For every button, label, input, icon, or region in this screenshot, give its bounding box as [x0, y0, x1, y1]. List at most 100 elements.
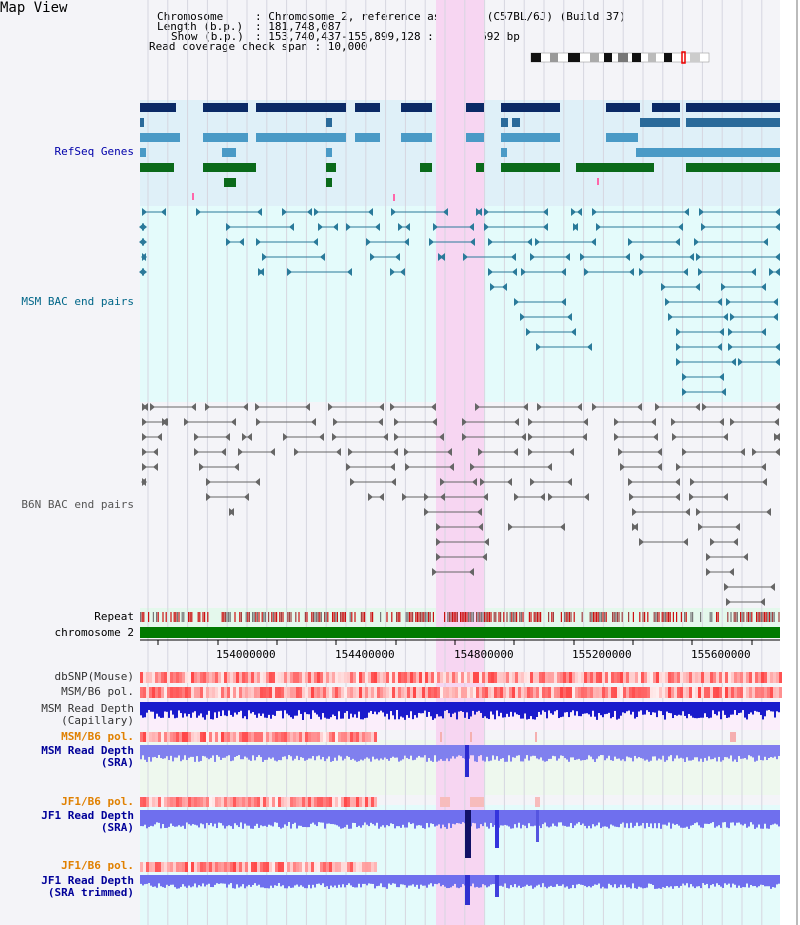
msm-bac-pair-end [738, 358, 743, 366]
msm-pol-cell [272, 687, 275, 698]
msm-pol-cell [629, 687, 632, 698]
msm-depth-bar [582, 745, 584, 761]
jf1-pol-cell [320, 797, 323, 807]
jf1-depth-bar [242, 810, 244, 829]
msm-pol2-cell [182, 732, 185, 742]
cap-depth-bar [536, 702, 538, 717]
msm-bac-pair-end [676, 328, 681, 336]
jf1-depth-bar [580, 810, 582, 826]
repeat-element [663, 612, 665, 622]
jf1-depth-bar [598, 810, 600, 823]
cap-depth-bar [654, 702, 656, 713]
repeat-element [221, 612, 223, 622]
msm-pol-cell [521, 687, 524, 698]
jf1-trim-bar [450, 875, 452, 888]
b6n-bac-pair-end [775, 403, 780, 411]
jf1-trim-bar [434, 875, 436, 884]
dbsnp-cell [164, 672, 167, 683]
refseq-gene [222, 148, 236, 157]
msm-bac-pair-end [682, 373, 687, 381]
length-value: : 181,748,087 [255, 20, 342, 33]
msm-depth-bar [356, 745, 358, 762]
repeat-element [304, 612, 306, 622]
jf1-depth-bar [252, 810, 254, 829]
jf1-pol2-cell [170, 862, 173, 872]
jf1-trim-bar [688, 875, 690, 888]
dbsnp-cell [731, 672, 734, 683]
msm-depth-bar [702, 745, 704, 762]
repeat-element [680, 612, 682, 622]
jf1-depth-bar [284, 810, 286, 825]
jf1-trim-bar [196, 875, 198, 888]
msm-depth-bar [634, 745, 636, 756]
msm-bac-pair-end [307, 208, 312, 216]
jf1-depth-bar [472, 810, 474, 823]
jf1-trim-bar [202, 875, 204, 884]
msm-depth-bar [342, 745, 344, 761]
b6n-bac-pair-end [346, 463, 351, 471]
b6n-bac-pair-end [255, 478, 260, 486]
dbsnp-cell [398, 672, 401, 683]
jf1-depth-bar [182, 810, 184, 826]
cap-depth-bar [404, 702, 406, 720]
msm-bac-pair-end [565, 253, 570, 261]
cap-depth-bar [376, 702, 378, 715]
b6n-bac-pair-end [567, 478, 572, 486]
repeat-element [746, 612, 748, 622]
msm-depth-bar [566, 745, 568, 760]
msm-pol2-cell [143, 732, 146, 742]
b6n-bac-pair-end [484, 538, 489, 546]
b6n-bac-pair-end [405, 463, 410, 471]
jf1-depth-bar [424, 810, 426, 829]
msm-pol-cell [371, 687, 374, 698]
msm-depth-bar [592, 745, 594, 760]
cap-depth-bar [476, 702, 478, 712]
msm-depth-bar [268, 745, 270, 758]
dbsnp-cell [743, 672, 746, 683]
cap-depth-bar [628, 702, 630, 711]
cap-depth-bar [290, 702, 292, 718]
msm-depth-bar [360, 745, 362, 760]
jf1-depth-bar [478, 810, 480, 829]
msm-depth-bar [656, 745, 658, 761]
repeat-element [341, 612, 343, 622]
jf1-trim-bar [708, 875, 710, 889]
dbsnp-cell [188, 672, 191, 683]
msm-pol-cell [188, 687, 191, 698]
b6n-bac-pair-end [775, 433, 780, 441]
msm-pol-cell [434, 687, 437, 698]
repeat-element [597, 612, 599, 622]
jf1-trim-bar [506, 875, 508, 888]
jf1-trim-bar [556, 875, 558, 885]
cap-depth-bar [232, 702, 234, 717]
jf1-depth-bar [202, 810, 204, 825]
msm-depth-bar [230, 745, 232, 762]
msm-bac-pair-end [701, 223, 706, 231]
msm-depth-bar [570, 745, 572, 758]
jf1-trim-bar [586, 875, 588, 888]
msm-depth-bar [658, 745, 660, 759]
msm-pol-cell [176, 687, 179, 698]
msm-depth-bar [176, 745, 178, 758]
msm-pol2-cell [200, 732, 203, 742]
msm-bac-label[interactable]: MSM BAC end pairs [21, 295, 134, 308]
cap-depth-bar [464, 702, 466, 718]
msm-depth-bar [180, 745, 182, 762]
msm-depth-bar [502, 745, 504, 759]
msm-bac-pair-end [676, 358, 681, 366]
dbsnp-cell [701, 672, 704, 683]
dbsnp-cell [770, 672, 773, 683]
jf1-trim-bar [250, 875, 252, 887]
b6n-bac-pair-end [424, 493, 429, 501]
msm-pol-cell [545, 687, 548, 698]
jf1-pol-cell [257, 797, 260, 807]
msm-pol-cell [191, 687, 194, 698]
msm-depth-bar [646, 745, 648, 760]
b6n-bac-pair-end [383, 433, 388, 441]
msm-bac-pair-end [684, 208, 689, 216]
b6n-bac-label[interactable]: B6N BAC end pairs [21, 498, 134, 511]
refseq-label[interactable]: RefSeq Genes [54, 145, 134, 158]
jf1-pol2-cell [368, 862, 371, 872]
b6n-bac-pair-end [577, 403, 582, 411]
